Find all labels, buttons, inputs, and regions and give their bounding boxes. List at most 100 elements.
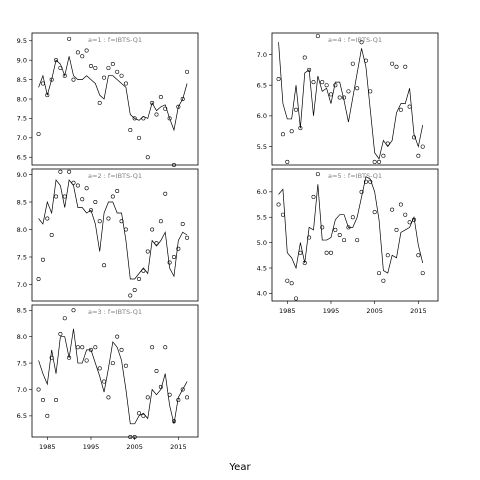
- observed-point: [45, 216, 50, 221]
- observed-point: [285, 159, 290, 164]
- observed-point: [355, 86, 360, 91]
- x-tick-label: 2005: [126, 443, 143, 451]
- observed-point: [411, 217, 416, 222]
- x-tick-label: 1985: [39, 443, 56, 451]
- observed-point: [320, 225, 325, 230]
- observed-point: [163, 345, 168, 350]
- fitted-series-line: [278, 42, 424, 160]
- observed-point: [337, 95, 342, 100]
- observed-point: [54, 194, 59, 199]
- observed-point: [93, 345, 98, 350]
- panels-layer: a=1 : f=IBTS-Q1 6.5 7.0 7.5 8.0 8.5 9.0 9.5 a=2 …: [17, 32, 439, 439]
- observed-point: [320, 80, 325, 85]
- panel-frame: [271, 168, 439, 302]
- observed-point: [403, 64, 408, 69]
- observed-point: [49, 77, 54, 82]
- observed-point: [119, 73, 124, 78]
- observed-point: [176, 246, 181, 251]
- observed-point: [363, 58, 368, 63]
- panel-frame: [31, 304, 199, 438]
- x-tick-label: 1995: [83, 443, 100, 451]
- observed-point: [355, 238, 360, 243]
- observed-point: [176, 104, 181, 109]
- observed-point: [285, 278, 290, 283]
- observed-point: [123, 363, 128, 368]
- observed-point: [132, 116, 137, 121]
- observed-point: [150, 345, 155, 350]
- observed-point: [180, 97, 185, 102]
- observed-point: [141, 413, 146, 418]
- observed-point: [398, 107, 403, 112]
- observed-point: [115, 69, 120, 74]
- y-tick-label: 7.0: [257, 51, 267, 59]
- y-tick-label: 5.0: [257, 239, 267, 247]
- observed-point: [342, 238, 347, 243]
- observed-point: [289, 281, 294, 286]
- observed-point: [416, 253, 421, 258]
- observed-point: [49, 233, 54, 238]
- observed-point: [403, 212, 408, 217]
- y-tick-label: 8.5: [17, 198, 27, 206]
- panel-frame: [271, 32, 439, 166]
- panel-4: a=4 : f=IBTS-Q1 5.5 6.0 6.5 7.0: [257, 32, 439, 166]
- observed-point: [40, 81, 45, 86]
- observed-point: [106, 216, 111, 221]
- observed-point: [372, 159, 377, 164]
- observed-point: [390, 61, 395, 66]
- observed-point: [342, 95, 347, 100]
- observed-point: [171, 419, 176, 424]
- observed-point: [71, 308, 76, 313]
- observed-point: [350, 61, 355, 66]
- panel-frame: [31, 168, 199, 302]
- observed-point: [385, 141, 390, 146]
- y-tick-label: 5.5: [257, 143, 267, 151]
- observed-point: [71, 180, 76, 185]
- x-tick-label: 1985: [279, 307, 296, 315]
- observed-point: [36, 276, 41, 281]
- observed-point: [115, 189, 120, 194]
- observed-point: [97, 366, 102, 371]
- y-tick-label: 7.0: [17, 386, 27, 394]
- observed-point: [150, 227, 155, 232]
- y-tick-label: 4.0: [257, 290, 267, 298]
- observed-point: [128, 128, 133, 133]
- observed-point: [97, 100, 102, 105]
- observed-point: [54, 58, 59, 63]
- panel-2: a=2 : f=IBTS-Q1 7.0 7.5 8.0 8.5 9.0: [17, 168, 199, 302]
- observed-point: [80, 345, 85, 350]
- observed-point: [62, 316, 67, 321]
- observed-point: [67, 355, 72, 360]
- y-tick-label: 7.5: [17, 359, 27, 367]
- observed-point: [163, 106, 168, 111]
- observed-point: [49, 355, 54, 360]
- observed-point: [128, 434, 133, 439]
- observed-point: [315, 172, 320, 177]
- observed-point: [359, 40, 364, 45]
- panel-title: a=2 : f=IBTS-Q1: [88, 172, 142, 180]
- observed-point: [88, 347, 93, 352]
- observed-point: [302, 55, 307, 60]
- observed-point: [54, 398, 59, 403]
- observed-point: [93, 200, 98, 205]
- observed-point: [176, 398, 181, 403]
- observed-point: [390, 207, 395, 212]
- observed-point: [102, 263, 107, 268]
- observed-point: [62, 73, 67, 78]
- observed-point: [407, 220, 412, 225]
- observed-point: [333, 227, 338, 232]
- observed-point: [276, 202, 281, 207]
- observed-point: [75, 183, 80, 188]
- y-tick-label: 6.5: [17, 154, 27, 162]
- observed-point: [123, 227, 128, 232]
- y-tick-label: 7.0: [17, 134, 27, 142]
- y-tick-label: 8.5: [17, 307, 27, 315]
- observed-point: [394, 227, 399, 232]
- observed-point: [40, 398, 45, 403]
- observed-point: [307, 235, 312, 240]
- observed-point: [324, 250, 329, 255]
- panel-title: a=3 : f=IBTS-Q1: [88, 308, 142, 316]
- observed-point: [110, 361, 115, 366]
- observed-point: [363, 179, 368, 184]
